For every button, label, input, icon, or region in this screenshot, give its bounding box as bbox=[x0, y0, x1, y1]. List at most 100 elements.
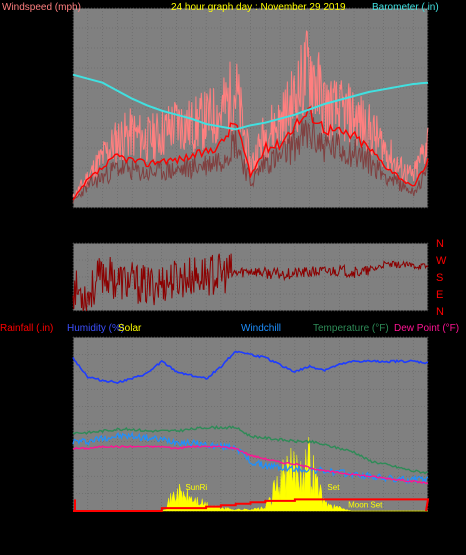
compass-label: W bbox=[436, 255, 447, 267]
humidity-axis-title: Humidity (%) bbox=[67, 323, 124, 334]
wind-ytick-label: 25 bbox=[60, 104, 69, 113]
wind-avg-line bbox=[72, 106, 429, 201]
temp-ytick-label: 50 bbox=[434, 422, 442, 429]
dir-ytick-label: 270 bbox=[57, 258, 69, 265]
humidity-ytick-label: 30 bbox=[37, 457, 45, 464]
dir-xtick-label: 5 AM bbox=[138, 316, 157, 325]
temp-ytick-label: 80 bbox=[434, 370, 442, 377]
wind-xtick-label: 3 PM bbox=[286, 213, 305, 222]
baro-ytick-label: 30.1 bbox=[434, 31, 450, 40]
humidity-ytick-label: 40 bbox=[37, 439, 45, 446]
climate-xtick-label: 7 PM bbox=[345, 517, 364, 526]
humidity-line bbox=[72, 350, 429, 385]
windchill-axis-title: Windchill bbox=[241, 323, 281, 334]
dir-ytick-label: 90 bbox=[61, 292, 69, 299]
compass-label: E bbox=[436, 289, 443, 301]
climate-xtick-label: 5 AM bbox=[138, 517, 157, 526]
baro-ytick-label: 30 bbox=[434, 44, 443, 53]
baro-ytick-label: 29.6 bbox=[434, 97, 450, 106]
baro-ytick-label: 29.3 bbox=[434, 137, 450, 146]
temp-ytick-label: 95 bbox=[434, 344, 442, 351]
rain-ytick-label: 0.8 bbox=[58, 393, 68, 400]
rainfall-axis-title: Rainfall (.in) bbox=[0, 323, 53, 334]
dir-xtick-label: 7 PM bbox=[345, 316, 364, 325]
wind-xtick-label: 7 PM bbox=[345, 213, 364, 222]
climate-xtick-label: 7 AM bbox=[167, 517, 186, 526]
rain-ytick-label: 0.7 bbox=[58, 408, 68, 415]
climate-xtick-label: 3 PM bbox=[286, 517, 305, 526]
temp-ytick-label: 40 bbox=[434, 439, 442, 446]
baro-ytick-label: 29.7 bbox=[434, 84, 450, 93]
temp-ytick-label: 30 bbox=[434, 457, 442, 464]
humidity-ytick-label: 90 bbox=[37, 352, 45, 359]
solar-axis-title: Solar bbox=[118, 323, 142, 334]
climate-xtick-label: 9 AM bbox=[197, 517, 216, 526]
humidity-ytick-label: 70 bbox=[37, 387, 45, 394]
dewpoint-axis-title: Dew Point (°F) bbox=[394, 323, 459, 334]
wind-xtick-label: 9 AM bbox=[197, 213, 216, 222]
temp-ytick-label: 65 bbox=[434, 396, 442, 403]
wind-ytick-label: 0 bbox=[65, 204, 70, 213]
temp-ytick-label: 60 bbox=[434, 405, 442, 412]
temp-ytick-label: 100 bbox=[434, 335, 446, 342]
moonset-label: Moon Set bbox=[348, 501, 383, 510]
rain-ytick-label: 0.3 bbox=[58, 466, 68, 473]
dir-ytick-label: 0 bbox=[65, 309, 69, 316]
dir-ytick-label: 180 bbox=[57, 275, 69, 282]
wind-direction-line bbox=[72, 253, 429, 312]
wind-xtick-label: 5 PM bbox=[315, 213, 334, 222]
dir-xtick-label: 5 PM bbox=[315, 316, 334, 325]
humidity-ytick-label: 50 bbox=[37, 422, 45, 429]
wind-ytick-label: 40 bbox=[60, 44, 69, 53]
climate-xtick-label: 11 AM bbox=[225, 517, 247, 526]
wind-ytick-label: 15 bbox=[60, 144, 69, 153]
wind-xtick-label: 7 AM bbox=[167, 213, 186, 222]
wind-ytick-label: 5 bbox=[65, 184, 70, 193]
temp-ytick-label: 25 bbox=[434, 466, 442, 473]
rain-ytick-label: 0 bbox=[64, 509, 68, 516]
wind-xtick-label: 5 AM bbox=[138, 213, 157, 222]
temp-ytick-label: 85 bbox=[434, 361, 442, 368]
wind-ytick-label: 50 bbox=[60, 4, 69, 13]
humidity-ytick-label: 100 bbox=[33, 335, 45, 342]
humidity-ytick-label: 80 bbox=[37, 370, 45, 377]
temp-ytick-label: 55 bbox=[434, 413, 442, 420]
rainfall-line bbox=[73, 498, 430, 512]
wind-xtick-label: 3 AM bbox=[108, 213, 127, 222]
rain-ytick-label: 0.1 bbox=[58, 495, 68, 502]
dir-xtick-label: 11 PM bbox=[402, 316, 425, 325]
rain-ytick-label: 0.2 bbox=[58, 480, 68, 487]
humidity-ytick-label: 20 bbox=[37, 474, 45, 481]
temperature-axis-title: Temperature (°F) bbox=[313, 323, 389, 334]
page-title: 24 hour graph day : November 29 2019 bbox=[171, 2, 346, 13]
rain-ytick-label: 0.9 bbox=[58, 379, 68, 386]
wind-ytick-label: 10 bbox=[60, 164, 69, 173]
wind-ytick-label: 30 bbox=[60, 84, 69, 93]
dir-xtick-label: 7 AM bbox=[167, 316, 186, 325]
humidity-ytick-label: 0 bbox=[41, 509, 45, 516]
temp-ytick-label: 5 bbox=[434, 500, 438, 507]
baro-ytick-label: 28.9 bbox=[434, 191, 450, 200]
barometer-axis-title: Barometer (.in) bbox=[372, 2, 439, 13]
rain-ytick-label: 1 bbox=[64, 364, 68, 371]
rain-ytick-label: 0.6 bbox=[58, 422, 68, 429]
wind-ytick-label: 45 bbox=[60, 24, 69, 33]
temp-ytick-label: 75 bbox=[434, 379, 442, 386]
wind-xtick-label: 9 PM bbox=[374, 213, 393, 222]
wind-ytick-label: 35 bbox=[60, 64, 69, 73]
baro-ytick-label: 29.8 bbox=[434, 71, 450, 80]
windchill-line bbox=[72, 431, 429, 485]
baro-ytick-label: 29.1 bbox=[434, 164, 450, 173]
temp-ytick-label: 70 bbox=[434, 387, 442, 394]
climate-xtick-label: 5 PM bbox=[315, 517, 334, 526]
baro-ytick-label: 28.8 bbox=[434, 204, 450, 213]
climate-xtick-label: 1 PM bbox=[256, 517, 275, 526]
dir-xtick-label: 9 AM bbox=[197, 316, 216, 325]
wind-xtick-label: 11 PM bbox=[402, 213, 425, 222]
humidity-ytick-label: 60 bbox=[37, 405, 45, 412]
temp-ytick-label: 10 bbox=[434, 492, 442, 499]
temp-ytick-label: 90 bbox=[434, 352, 442, 359]
climate-xtick-label: 3 AM bbox=[108, 517, 127, 526]
